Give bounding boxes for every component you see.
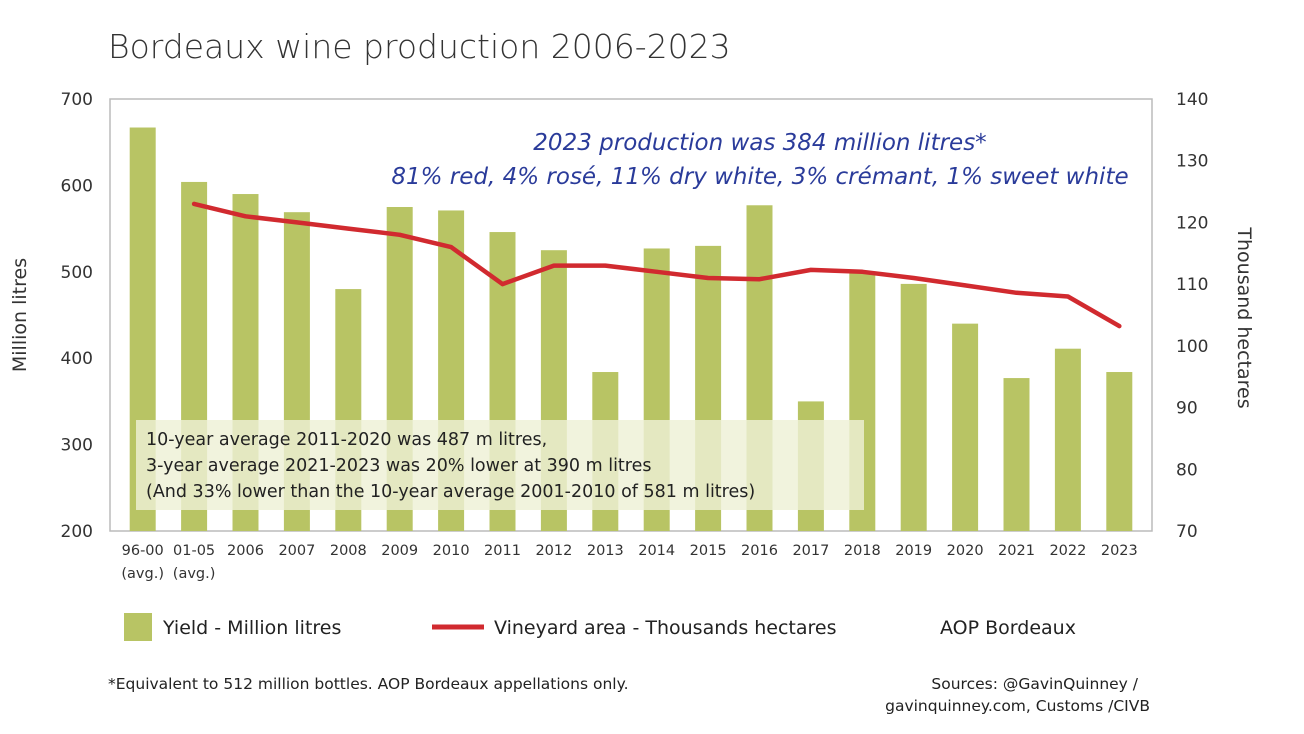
line-point-2009 (397, 232, 402, 237)
bar-2021 (1003, 378, 1030, 531)
x-tick-01-05: 01-05 (173, 543, 215, 559)
legend-extra-label: AOP Bordeaux (940, 617, 1076, 639)
x-tick-2011: 2011 (484, 543, 521, 559)
line-point-2019 (911, 275, 916, 280)
x-tick-2017: 2017 (792, 543, 829, 559)
x-tick-2009: 2009 (381, 543, 418, 559)
note-line-2: 3-year average 2021-2023 was 20% lower a… (146, 456, 651, 476)
x-axis: 96-00 (avg.) 01-05 (avg.) 2006 2007 2008 2009 20… (121, 543, 1137, 582)
line-point-2017 (808, 267, 813, 272)
handwritten-annotation-2: 81% red, 4% rosé, 11% dry white, 3% crém… (391, 164, 1128, 190)
right-tick-70: 70 (1176, 522, 1198, 542)
right-tick-100: 100 (1176, 337, 1208, 357)
handwritten-annotation-1: 2023 production was 384 million litres* (533, 130, 986, 156)
right-tick-120: 120 (1176, 213, 1208, 233)
x-tick-2013: 2013 (587, 543, 624, 559)
note-line-1: 10-year average 2011-2020 was 487 m litr… (146, 430, 547, 450)
x-tick-2012: 2012 (535, 543, 572, 559)
line-point-2018 (860, 269, 865, 274)
line-point-01-05 (192, 201, 197, 206)
x-tick-2021: 2021 (998, 543, 1035, 559)
x-tick-sublabel-96-00: (avg.) (121, 566, 164, 582)
line-point-2020 (963, 283, 968, 288)
line-point-2023 (1117, 324, 1122, 329)
x-tick-2018: 2018 (844, 543, 881, 559)
legend-bar-swatch (124, 613, 152, 641)
line-point-2013 (603, 263, 608, 268)
right-axis: 70 80 90 100 110 120 130 140 (1176, 90, 1208, 542)
line-point-2012 (551, 263, 556, 268)
note-box (136, 420, 864, 510)
x-tick-2006: 2006 (227, 543, 264, 559)
line-point-2010 (449, 245, 454, 250)
right-tick-110: 110 (1176, 275, 1208, 295)
line-point-2022 (1065, 294, 1070, 299)
x-tick-2019: 2019 (895, 543, 932, 559)
line-point-2007 (294, 220, 299, 225)
line-point-2008 (346, 226, 351, 231)
line-point-2006 (243, 214, 248, 219)
right-tick-90: 90 (1176, 399, 1198, 419)
left-tick-600: 600 (61, 176, 93, 196)
left-tick-300: 300 (61, 436, 93, 456)
line-point-2016 (757, 277, 762, 282)
x-tick-2008: 2008 (330, 543, 367, 559)
right-tick-80: 80 (1176, 460, 1198, 480)
bar-2020 (952, 323, 979, 531)
x-tick-2015: 2015 (690, 543, 727, 559)
right-axis-label: Thousand hectares (1233, 226, 1255, 408)
line-point-2011 (500, 282, 505, 287)
right-tick-130: 130 (1176, 152, 1208, 172)
legend-bar-label: Yield - Million litres (162, 617, 341, 639)
legend-line-label: Vineyard area - Thousands hectares (494, 617, 837, 639)
legend: Yield - Million litres Vineyard area - T… (124, 613, 1076, 641)
note-line-3: (And 33% lower than the 10-year average … (146, 482, 755, 502)
line-point-2021 (1014, 290, 1019, 295)
x-tick-2016: 2016 (741, 543, 778, 559)
x-tick-2014: 2014 (638, 543, 675, 559)
sources-line-2: gavinquinney.com, Customs /CIVB (885, 697, 1150, 715)
x-tick-sublabel-01-05: (avg.) (173, 566, 216, 582)
bar-2022 (1054, 348, 1081, 531)
left-axis: 200 300 400 500 600 700 (61, 90, 93, 542)
x-tick-2020: 2020 (947, 543, 984, 559)
bar-2019 (900, 283, 927, 531)
x-tick-2023: 2023 (1101, 543, 1138, 559)
right-tick-140: 140 (1176, 90, 1208, 110)
bar-2023 (1106, 372, 1133, 531)
footnote: *Equivalent to 512 million bottles. AOP … (108, 675, 629, 693)
x-tick-2007: 2007 (278, 543, 315, 559)
line-series (191, 201, 1122, 329)
left-axis-label: Million litres (9, 258, 31, 372)
chart-title: Bordeaux wine production 2006-2023 (108, 27, 731, 66)
sources-line-1: Sources: @GavinQuinney / (931, 675, 1138, 693)
left-tick-700: 700 (61, 90, 93, 110)
x-tick-2010: 2010 (433, 543, 470, 559)
left-tick-400: 400 (61, 349, 93, 369)
line-point-2015 (706, 275, 711, 280)
x-tick-96-00: 96-00 (122, 543, 164, 559)
left-tick-200: 200 (61, 522, 93, 542)
line-point-2014 (654, 269, 659, 274)
left-tick-500: 500 (61, 263, 93, 283)
x-tick-2022: 2022 (1049, 543, 1086, 559)
